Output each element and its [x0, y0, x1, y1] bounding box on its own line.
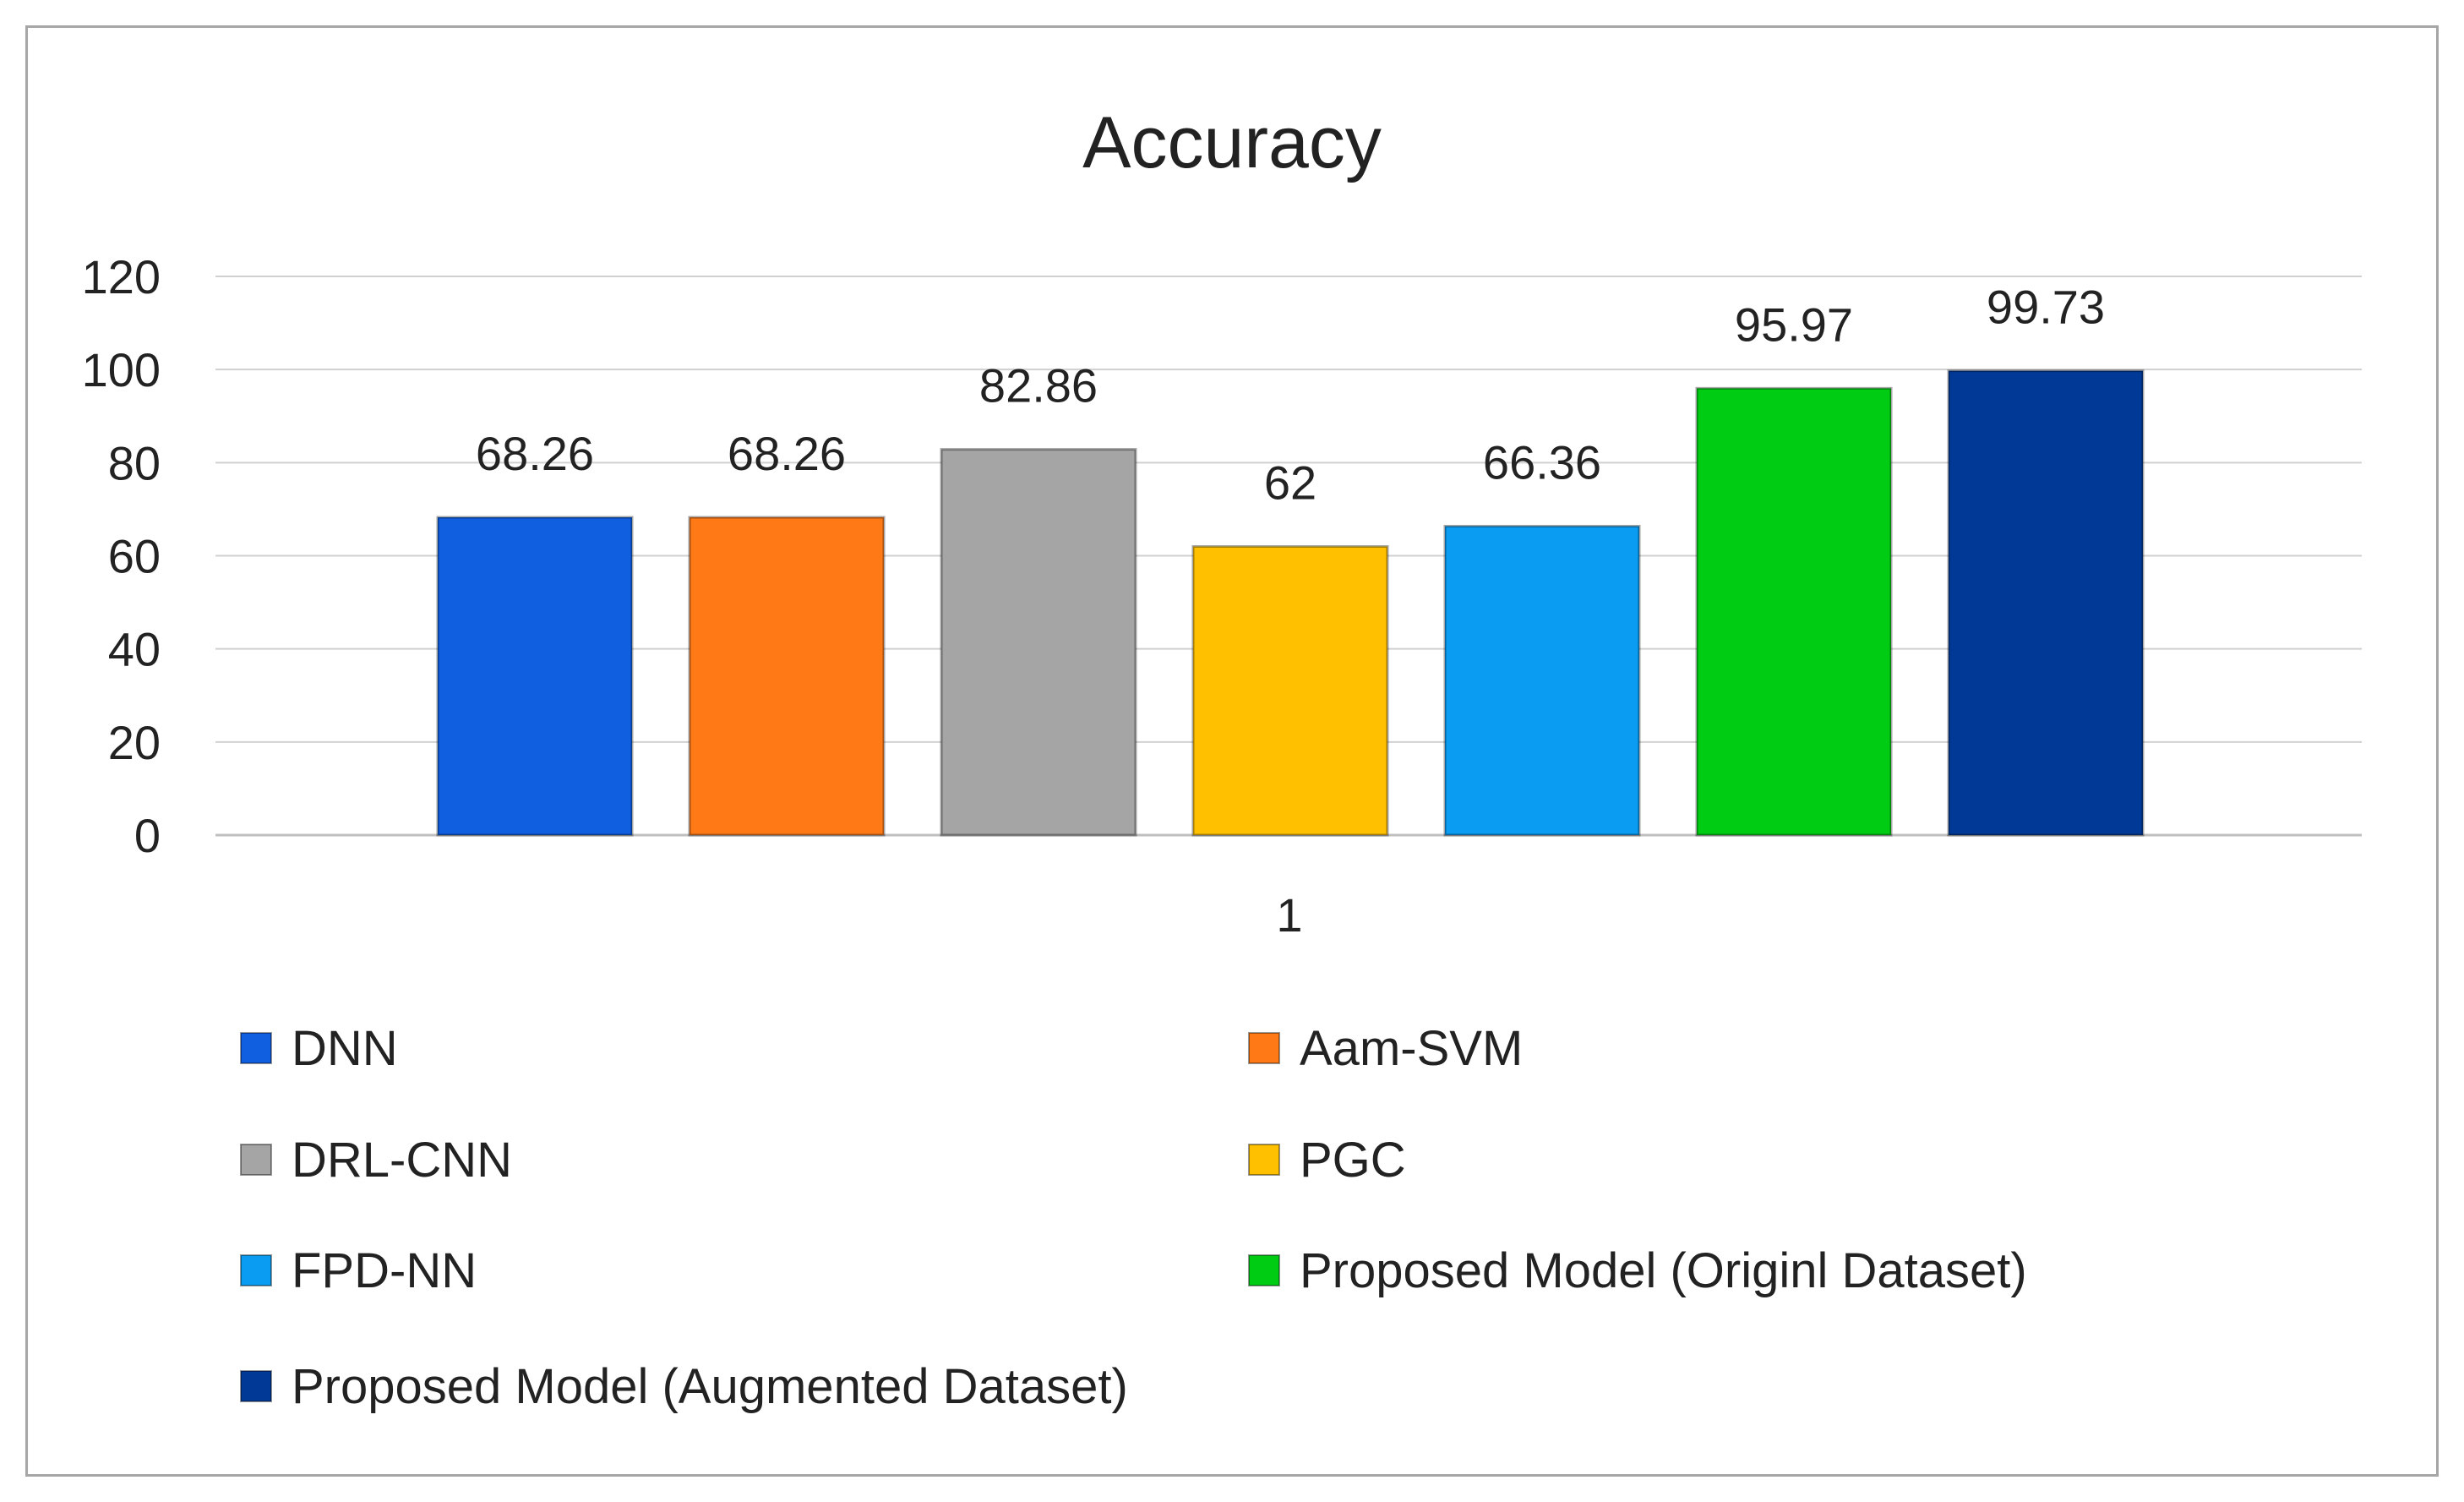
bars [436, 369, 2145, 837]
data-label: 68.26 [476, 427, 594, 480]
legend-swatch [1248, 1144, 1280, 1176]
data-label: 82.86 [979, 359, 1098, 412]
legend-item: PGC [1248, 1133, 1406, 1188]
legend-item: Proposed Model (Originl Dataset) [1248, 1243, 2027, 1298]
legend-swatch [1248, 1032, 1280, 1064]
legend-swatch [240, 1032, 272, 1064]
legend-label: DNN [292, 1021, 398, 1076]
bar-fpd-nn [1443, 524, 1641, 837]
y-tick-label: 40 [108, 623, 161, 676]
legend-item: DRL-CNN [240, 1133, 512, 1188]
y-tick-label: 20 [108, 716, 161, 769]
legend: DNN Aam-SVM DRL-CNN PGC FPD-NN Proposed Model… [240, 1021, 2027, 1414]
bar-pgc [1191, 544, 1389, 837]
data-label: 62 [1264, 456, 1316, 509]
legend-label: DRL-CNN [292, 1133, 512, 1188]
legend-swatch [240, 1370, 272, 1402]
bar-aam-svm [688, 516, 886, 837]
legend-label: Proposed Model (Augmented Dataset) [292, 1359, 1128, 1414]
data-label: 99.73 [1987, 281, 2105, 334]
bar-proposed-model-originl-dataset [1695, 386, 1893, 837]
legend-swatch [1248, 1254, 1280, 1286]
legend-item: Aam-SVM [1248, 1021, 1523, 1076]
data-label: 95.97 [1735, 298, 1853, 351]
data-label: 68.26 [728, 427, 846, 480]
legend-label: PGC [1300, 1133, 1406, 1188]
bar-dnn [436, 516, 634, 837]
legend-label: FPD-NN [292, 1243, 477, 1298]
legend-label: Aam-SVM [1300, 1021, 1523, 1076]
legend-item: DNN [240, 1021, 398, 1076]
y-tick-label: 80 [108, 436, 161, 489]
legend-label: Proposed Model (Originl Dataset) [1300, 1243, 2027, 1298]
bar-drl-cnn [940, 448, 1137, 837]
y-axis: 0 20 40 60 80 100 120 [82, 250, 161, 862]
y-tick-label: 60 [108, 530, 161, 583]
y-tick-label: 0 [134, 809, 161, 862]
legend-item: Proposed Model (Augmented Dataset) [240, 1359, 1128, 1414]
bar-proposed-model-augmented-dataset [1947, 369, 2145, 837]
y-tick-label: 120 [82, 250, 161, 303]
legend-swatch [240, 1254, 272, 1286]
legend-item: FPD-NN [240, 1243, 477, 1298]
x-category-label: 1 [1276, 888, 1302, 942]
chart-title: Accuracy [1082, 102, 1382, 183]
data-labels: 68.26 68.26 82.86 62 66.36 95.97 99.73 [476, 281, 2105, 510]
y-tick-label: 100 [82, 343, 161, 396]
legend-swatch [240, 1144, 272, 1176]
data-label: 66.36 [1483, 435, 1601, 489]
